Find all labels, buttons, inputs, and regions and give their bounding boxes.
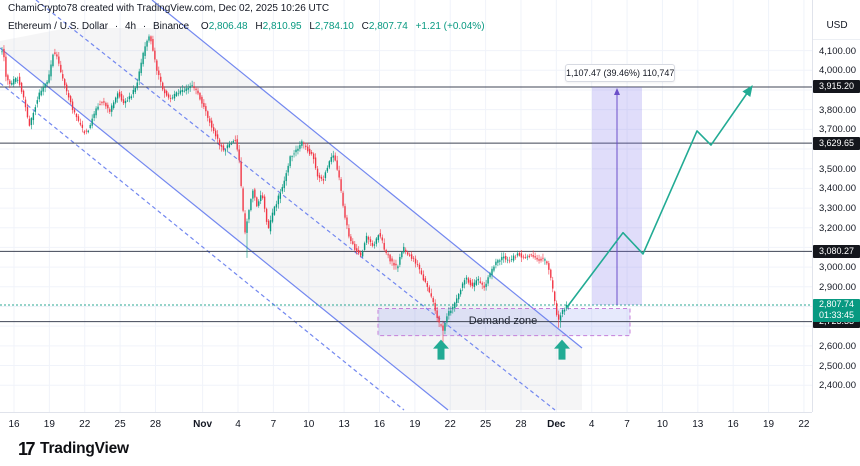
time-axis-label: 25 [114, 419, 126, 430]
time-axis-label: 4 [588, 419, 595, 430]
high-label: H [255, 21, 263, 32]
time-axis-label: Nov [193, 419, 213, 430]
price-axis[interactable]: USD 4,100.00 4,000.00 3,800.00 3,700.00 3,50… [812, 0, 860, 412]
close-label: C [361, 21, 369, 32]
time-axis-label: 16 [727, 419, 739, 430]
close-value: 2,807.74 [368, 21, 408, 32]
time-axis[interactable]: 16 19 22 25 28 Nov 4 7 10 13 16 19 22 25 28 Dec 4 7 10 13 16… [0, 412, 812, 439]
time-axis-label: 19 [43, 419, 55, 430]
price-range-measurement[interactable] [592, 86, 642, 305]
price-axis-label: 4,000.00 [819, 65, 856, 77]
price-axis-label: 2,500.00 [819, 360, 856, 372]
time-axis-label: 13 [338, 419, 350, 430]
open-label: O [200, 21, 209, 32]
parallel-channel[interactable] [0, 0, 583, 411]
time-axis-label: 7 [270, 419, 277, 430]
price-axis-label: 3,500.00 [819, 163, 856, 175]
interval-label[interactable]: 4h [124, 21, 137, 32]
price-axis-label: 3,400.00 [819, 183, 856, 195]
time-axis-label: 22 [444, 419, 456, 430]
symbol-legend[interactable]: Ethereum / U.S. Dollar · 4h · Binance O2… [8, 21, 485, 32]
time-axis-label: 25 [480, 419, 492, 430]
current-price-countdown: 01:33:45 [818, 309, 855, 320]
time-axis-label: 16 [373, 419, 386, 430]
measurement-label[interactable]: 1,107.47 (39.46%) 110,747 [565, 64, 675, 82]
price-axis-label: 3,000.00 [819, 262, 856, 274]
open-value: 2,806.48 [208, 21, 248, 32]
projection-line[interactable] [565, 85, 753, 309]
demand-zone-label[interactable]: Demand zone [468, 315, 538, 327]
grid [0, 0, 812, 412]
legend-separator: · [114, 21, 119, 32]
up-arrow-marker[interactable] [433, 339, 449, 360]
price-axis-label: 3,800.00 [819, 104, 856, 116]
currency-label: USD [826, 20, 848, 31]
legend-separator: · [142, 21, 147, 32]
price-axis-label: 2,400.00 [819, 380, 856, 392]
level-price-tag: 3,629.65 [813, 136, 860, 150]
time-axis-label: 4 [235, 419, 241, 430]
low-value: 2,784.10 [314, 21, 354, 32]
time-axis-label: 19 [409, 419, 421, 430]
price-axis-label: 3,200.00 [819, 222, 856, 234]
time-axis-label: 16 [8, 419, 20, 430]
tradingview-logo[interactable]: 17 TradingView [18, 437, 129, 461]
time-axis-label: 7 [624, 419, 630, 430]
time-axis-label: 28 [515, 419, 527, 430]
level-price-tag: 3,915.20 [813, 80, 860, 94]
level-price-tag: 3,080.27 [813, 244, 860, 258]
time-axis-label: 13 [692, 419, 704, 430]
attribution-text: ChamiCrypto78 created with TradingView.c… [8, 3, 330, 14]
tradingview-mark-icon: 17 [18, 438, 36, 459]
exchange-label: Binance [152, 21, 190, 32]
change-value: +1.21 (+0.04%) [415, 21, 485, 32]
current-price-value: 2,807.74 [818, 298, 855, 309]
price-axis-label: 2,900.00 [819, 281, 856, 293]
price-axis-label: 4,100.00 [819, 45, 856, 57]
price-axis-label: 3,300.00 [819, 203, 856, 215]
chart-canvas[interactable] [0, 0, 812, 412]
time-axis-label: 22 [79, 419, 91, 430]
up-arrow-marker[interactable] [554, 339, 570, 360]
time-axis-label: 22 [798, 419, 810, 430]
candlesticks [1, 34, 570, 342]
price-axis-label: 3,700.00 [819, 124, 856, 136]
time-axis-label: 19 [762, 419, 775, 430]
symbol-title[interactable]: Ethereum / U.S. Dollar [8, 21, 109, 32]
high-value: 2,810.95 [262, 21, 302, 32]
time-axis-label: 10 [656, 419, 668, 430]
tradingview-wordmark: TradingView [40, 440, 129, 457]
low-label: L [309, 21, 315, 32]
price-axis-label: 2,600.00 [819, 340, 856, 352]
axis-separator [813, 39, 860, 40]
time-axis-label: 10 [303, 419, 315, 430]
current-price-tag: 2,807.74 01:33:45 [813, 298, 860, 322]
time-axis-label: 28 [149, 419, 162, 430]
time-axis-label: Dec [547, 419, 566, 430]
